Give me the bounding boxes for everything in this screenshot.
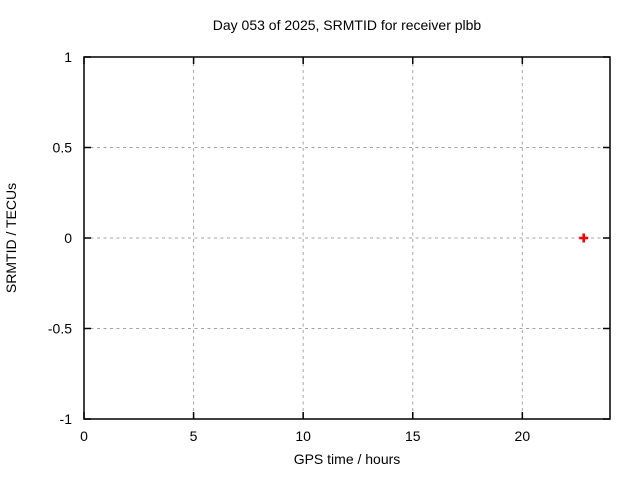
x-tick-label: 5 <box>190 428 198 444</box>
grid-lines <box>83 56 610 420</box>
axis-ticks <box>83 56 610 420</box>
y-tick-label: 0 <box>64 230 72 246</box>
y-tick-label: 0.5 <box>53 140 73 156</box>
data-points <box>579 233 589 243</box>
y-tick-label: 1 <box>64 49 72 65</box>
tick-labels: 0 5 10 15 20 -1 -0.5 0 0.5 1 <box>48 49 530 444</box>
x-tick-label: 0 <box>80 428 88 444</box>
x-axis-label: GPS time / hours <box>294 451 401 467</box>
y-axis-label: SRMTID / TECUs <box>3 183 19 293</box>
x-tick-label: 20 <box>515 428 531 444</box>
x-tick-label: 15 <box>405 428 421 444</box>
y-tick-label: -1 <box>60 411 73 427</box>
chart-title: Day 053 of 2025, SRMTID for receiver plb… <box>213 17 482 33</box>
y-tick-label: -0.5 <box>48 321 72 337</box>
x-tick-label: 10 <box>295 428 311 444</box>
